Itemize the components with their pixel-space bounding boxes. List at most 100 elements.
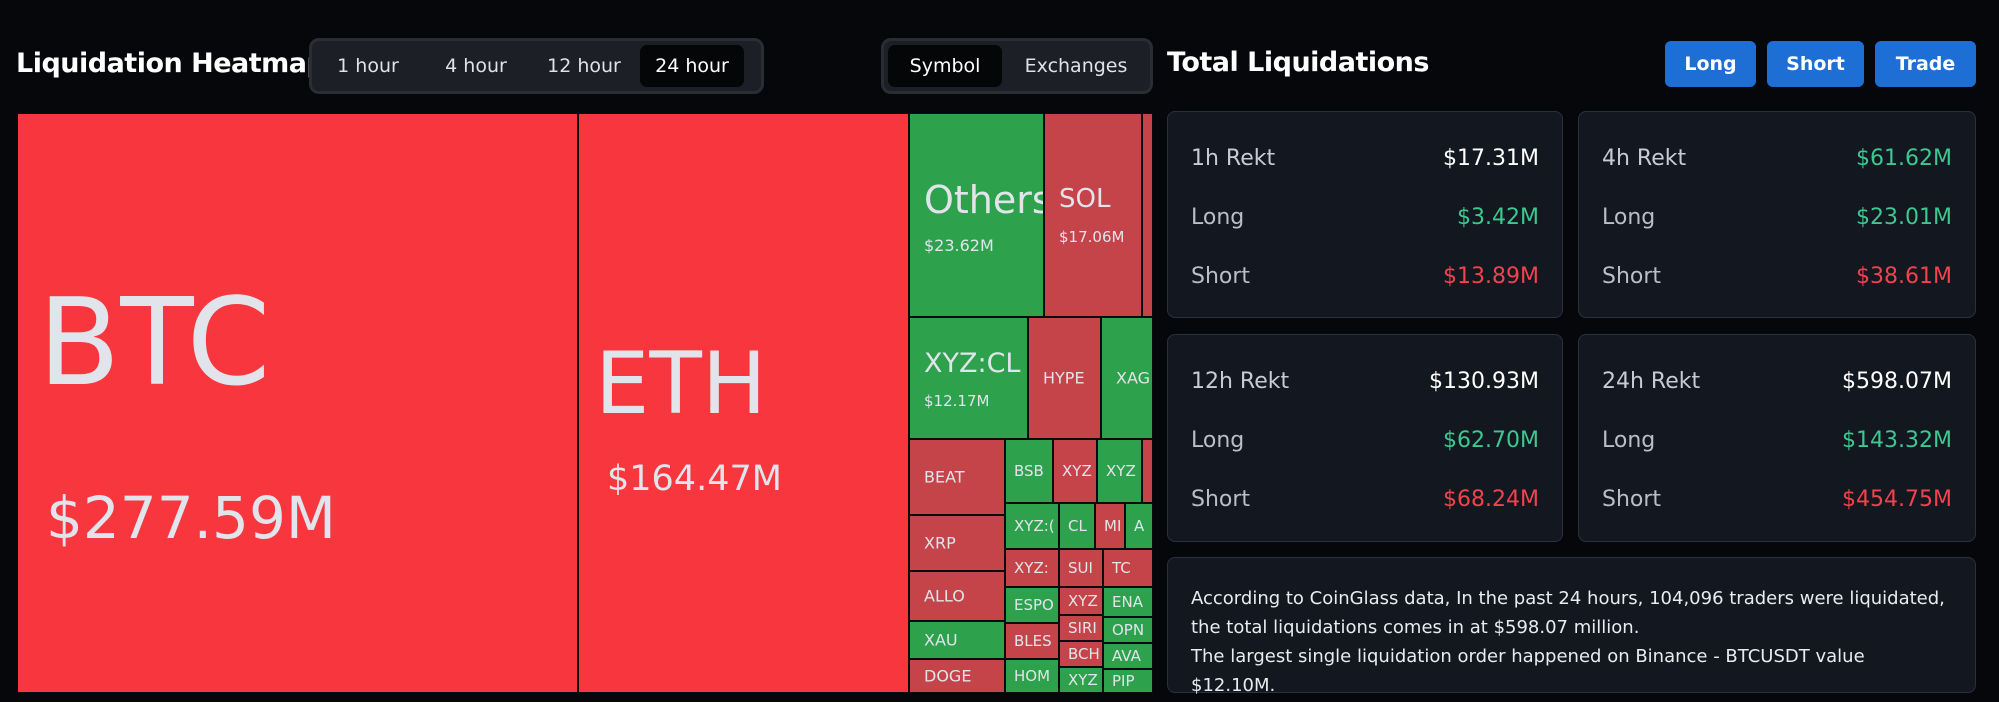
short-label: Short [1191, 487, 1251, 512]
tile-symbol: XYZ [1062, 462, 1092, 480]
heatmap-tile-ena[interactable]: ENA [1103, 587, 1153, 617]
stat-label: 1h Rekt [1191, 146, 1276, 171]
short-value: $68.24M [1443, 487, 1539, 512]
tab-symbol[interactable]: Symbol [888, 45, 1003, 87]
long-value: $3.42M [1457, 205, 1539, 230]
heatmap-tile-xyz-a[interactable]: XYZ [1053, 439, 1097, 503]
tile-symbol: CL [1068, 517, 1087, 535]
tile-symbol: SOL [1059, 184, 1111, 214]
tab-1-hour[interactable]: 1 hour [337, 55, 399, 77]
tile-symbol: ESPO [1014, 596, 1054, 614]
heatmap-tile-ava[interactable]: AVA [1103, 643, 1153, 669]
heatmap-tile-bles[interactable]: BLES [1005, 623, 1059, 659]
heatmap-tile-btc[interactable]: BTC $277.59M [17, 113, 578, 693]
view-mode-selector: Symbol Exchanges [881, 38, 1153, 94]
heatmap-tile-bch[interactable]: BCH [1059, 641, 1103, 667]
heatmap-tile-cl[interactable]: CL [1059, 503, 1095, 549]
tile-symbol: TC [1112, 559, 1131, 577]
short-value: $13.89M [1443, 264, 1539, 289]
tile-symbol: XAG [1116, 368, 1151, 388]
tile-symbol: OPN [1112, 621, 1145, 639]
heatmap-tile-espo[interactable]: ESPO [1005, 587, 1059, 623]
tile-value: $23.62M [924, 236, 994, 255]
long-value: $23.01M [1856, 205, 1952, 230]
tile-symbol: DOGE [924, 666, 972, 686]
tile-symbol: BEAT [924, 467, 965, 487]
heatmap-tile-xyz-d[interactable]: XYZ: [1005, 549, 1059, 587]
summary-line: According to CoinGlass data, In the past… [1191, 588, 1945, 638]
tile-symbol: A [1134, 517, 1145, 535]
tile-symbol: XYZ:CL [924, 348, 1021, 379]
heatmap-tile-bsb[interactable]: BSB [1005, 439, 1053, 503]
tile-symbol: XAU [924, 630, 958, 650]
heatmap-tile-sui[interactable]: SUI [1059, 549, 1103, 587]
long-value: $143.32M [1842, 428, 1952, 453]
stat-label: 24h Rekt [1602, 369, 1701, 394]
tile-symbol: MI [1104, 517, 1122, 535]
long-value: $62.70M [1443, 428, 1539, 453]
heatmap-tile-siri[interactable]: SIRI [1059, 615, 1103, 641]
heatmap-tile-xyz-e[interactable]: XYZ [1059, 587, 1103, 615]
heatmap-tile-xyz-b[interactable]: XYZ [1097, 439, 1142, 503]
stat-total: $598.07M [1842, 369, 1952, 394]
tile-symbol: XRP [924, 533, 956, 553]
heatmap-tile-xyz-cl[interactable]: XYZ:CL $12.17M [909, 317, 1028, 439]
tile-symbol: XYZ [1068, 671, 1098, 689]
heatmap-tile-pip[interactable]: PIP [1103, 669, 1153, 693]
tile-symbol: BLES [1014, 632, 1052, 650]
heatmap-tile-xrp[interactable]: XRP [909, 515, 1005, 571]
tile-symbol: SIRI [1068, 619, 1097, 637]
tile-symbol: XYZ: [1014, 559, 1049, 577]
heatmap-tile-a[interactable]: A [1125, 503, 1153, 549]
heatmap-tile-hype[interactable]: HYPE [1028, 317, 1101, 439]
long-label: Long [1602, 428, 1656, 453]
short-value: $454.75M [1842, 487, 1952, 512]
tile-symbol: ETH [595, 334, 767, 434]
tile-value: $277.59M [46, 484, 336, 552]
stat-card-24h: 24h Rekt $598.07M Long $143.32M Short $454.… [1578, 334, 1976, 542]
heatmap-tile-mi[interactable]: MI [1095, 503, 1125, 549]
long-label: Long [1602, 205, 1656, 230]
tile-symbol: XYZ [1068, 592, 1098, 610]
short-label: Short [1602, 264, 1662, 289]
timeframe-selector: 1 hour 4 hour 12 hour 24 hour [309, 38, 764, 94]
long-button[interactable]: Long [1665, 41, 1756, 87]
heatmap-tile-xau[interactable]: XAU [909, 621, 1005, 659]
heatmap-tile-opn[interactable]: OPN [1103, 617, 1153, 643]
tab-exchanges[interactable]: Exchanges [1024, 55, 1128, 77]
total-liquidations-title: Total Liquidations [1167, 47, 1429, 78]
heatmap-tile-eth[interactable]: ETH $164.47M [578, 113, 909, 693]
tile-symbol: HYPE [1043, 368, 1085, 388]
tile-value: $17.06M [1059, 228, 1125, 246]
heatmap-tile-others[interactable]: Others $23.62M [909, 113, 1044, 317]
heatmap-tile-doge[interactable]: DOGE [909, 659, 1005, 693]
long-label: Long [1191, 205, 1245, 230]
tile-value: $164.47M [607, 459, 782, 499]
short-button[interactable]: Short [1767, 41, 1864, 87]
heatmap-tile-sol[interactable]: SOL $17.06M [1044, 113, 1142, 317]
heatmap-tile-allo[interactable]: ALLO [909, 571, 1005, 621]
stat-card-1h: 1h Rekt $17.31M Long $3.42M Short $13.89M [1167, 111, 1563, 318]
short-value: $38.61M [1856, 264, 1952, 289]
heatmap-tile-tc[interactable]: TC [1103, 549, 1153, 587]
heatmap-tile-hom[interactable]: HOM [1005, 659, 1059, 693]
long-label: Long [1191, 428, 1245, 453]
heatmap-tile-sliver[interactable] [1142, 113, 1153, 317]
liquidation-summary: According to CoinGlass data, In the past… [1167, 557, 1976, 696]
heatmap-tile-xyz-c[interactable]: XYZ:( [1005, 503, 1059, 549]
tile-symbol: BTC [38, 274, 271, 413]
heatmap-tile-xag[interactable]: XAG [1101, 317, 1153, 439]
heatmap-tile-beat[interactable]: BEAT [909, 439, 1005, 515]
heatmap-tile-xyz-f[interactable]: XYZ [1059, 667, 1103, 693]
tile-symbol: AVA [1112, 647, 1141, 665]
tab-24-hour[interactable]: 24 hour [640, 45, 744, 87]
heatmap-tile-sliver[interactable] [1142, 439, 1153, 503]
tile-symbol: Others [924, 178, 1044, 222]
liquidation-heatmap: BTC $277.59M ETH $164.47M Others $23.62M… [17, 113, 1153, 693]
tab-12-hour[interactable]: 12 hour [547, 55, 621, 77]
tab-4-hour[interactable]: 4 hour [445, 55, 507, 77]
tile-symbol: HOM [1014, 667, 1051, 685]
tile-symbol: PIP [1112, 672, 1135, 690]
trade-button[interactable]: Trade [1875, 41, 1976, 87]
tile-symbol: BSB [1014, 462, 1044, 480]
